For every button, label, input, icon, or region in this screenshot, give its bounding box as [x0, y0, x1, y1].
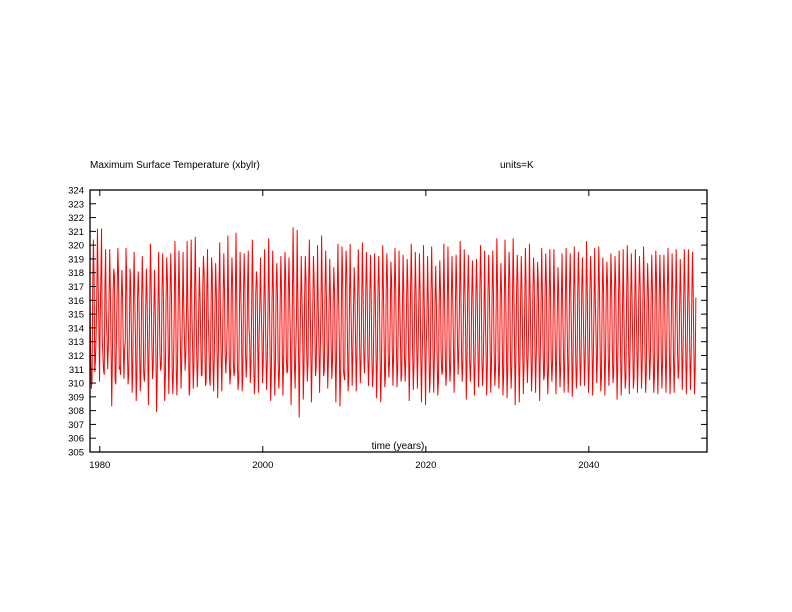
- y-tick-label: 315: [68, 310, 84, 321]
- y-tick-label: 309: [68, 392, 84, 403]
- y-tick-label: 320: [68, 241, 84, 252]
- axes-layer: 305 306 307 308 309 310 311 312 313 314 315 316 317 3…: [68, 186, 707, 471]
- x-tick-label: 2020: [415, 460, 436, 471]
- y-tick-label: 321: [68, 227, 84, 238]
- plot-frame: [89, 189, 708, 453]
- x-tick-label: 2040: [578, 460, 599, 471]
- series-line-0: [89, 227, 697, 418]
- y-tick-label: 306: [68, 434, 84, 445]
- y-tick-label: 310: [68, 379, 84, 390]
- chart-title: Maximum Surface Temperature (xbylr): [90, 160, 260, 171]
- x-tick-label: 1980: [89, 460, 110, 471]
- y-tick-label: 312: [68, 351, 84, 362]
- y-tick-label: 314: [68, 323, 84, 334]
- y-tick-label: 313: [68, 337, 84, 348]
- y-tick-label: 318: [68, 268, 84, 279]
- x-tick-label: 2000: [252, 460, 273, 471]
- y-tick-label: 305: [68, 448, 84, 459]
- y-tick-label: 307: [68, 420, 84, 431]
- y-tick-label: 319: [68, 254, 84, 265]
- y-tick-label: 316: [68, 296, 84, 307]
- y-tick-label: 322: [68, 213, 84, 224]
- series-layer: [89, 227, 697, 418]
- y-tick-label: 324: [68, 186, 84, 197]
- y-tick-label: 311: [69, 365, 84, 376]
- x-axis-label: time (years): [372, 441, 425, 452]
- y-tick-label: 317: [68, 282, 84, 293]
- y-tick-label: 308: [68, 406, 84, 417]
- y-tick-label: 323: [68, 199, 84, 210]
- units-label: units=K: [500, 160, 534, 171]
